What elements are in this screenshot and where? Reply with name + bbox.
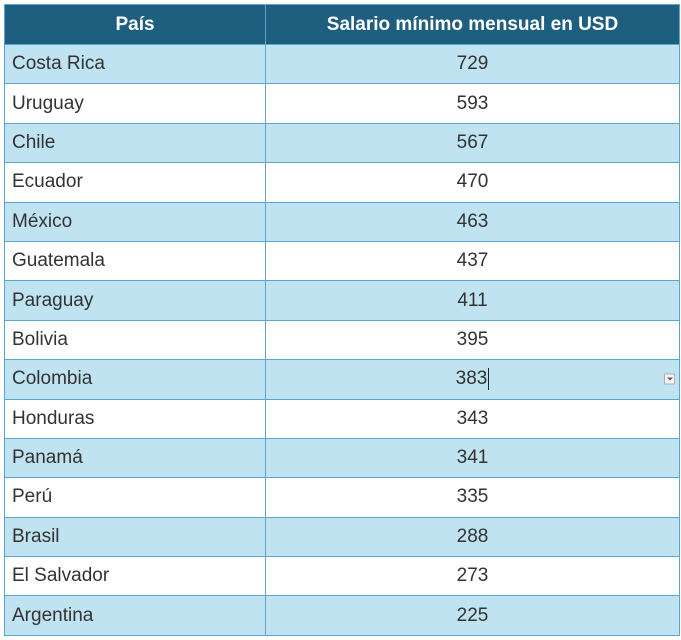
cell-salary-value: 335 <box>456 486 489 508</box>
cell-salary-value: 437 <box>456 250 489 272</box>
table-row: Honduras 343 <box>4 398 680 439</box>
table-row: Perú 335 <box>4 477 680 518</box>
cell-salary-value: 395 <box>456 328 489 350</box>
cell-salary-value: 341 <box>456 447 489 469</box>
cell-salary[interactable]: 395 <box>265 319 680 361</box>
cell-salary-value: 383 <box>455 368 488 390</box>
cell-country[interactable]: El Salvador <box>4 556 266 597</box>
table-row: Panamá 341 <box>4 437 680 479</box>
cell-country[interactable]: Argentina <box>4 595 266 636</box>
table-row: Colombia 383 <box>4 359 680 400</box>
column-header-salary[interactable]: Salario mínimo mensual en USD <box>265 4 680 45</box>
cell-country[interactable]: Guatemala <box>4 240 266 282</box>
cell-country[interactable]: Colombia <box>4 359 266 400</box>
cell-salary[interactable]: 335 <box>265 477 680 518</box>
cell-country[interactable]: Brasil <box>4 516 266 558</box>
cell-salary[interactable]: 567 <box>265 122 680 164</box>
cell-salary-value: 463 <box>456 210 489 232</box>
cell-salary-value: 225 <box>456 604 489 626</box>
cell-country[interactable]: Honduras <box>4 398 266 439</box>
cell-salary-value: 288 <box>456 525 489 547</box>
cell-salary[interactable]: 411 <box>265 280 680 321</box>
table-row: Uruguay 593 <box>4 83 680 124</box>
table-row: Costa Rica 729 <box>4 43 680 85</box>
cell-salary[interactable]: 383 <box>265 359 680 400</box>
cell-salary-value: 470 <box>456 171 489 193</box>
cell-salary[interactable]: 341 <box>265 437 680 479</box>
table-row: Brasil 288 <box>4 516 680 558</box>
text-cursor <box>488 368 490 391</box>
cell-salary[interactable]: 437 <box>265 240 680 282</box>
cell-salary-value: 729 <box>456 53 489 75</box>
cell-salary[interactable]: 463 <box>265 201 680 242</box>
cell-salary[interactable]: 343 <box>265 398 680 439</box>
salary-table-container: País Salario mínimo mensual en USD Costa… <box>4 4 680 636</box>
cell-salary-value: 593 <box>456 92 489 114</box>
table-row: Argentina 225 <box>4 595 680 636</box>
table-row: México 463 <box>4 201 680 242</box>
table-body: Costa Rica 729 Uruguay 593 Chile 567 Ecuador 47… <box>4 43 680 636</box>
table-row: Bolivia 395 <box>4 319 680 361</box>
cell-country[interactable]: Costa Rica <box>4 43 266 85</box>
column-header-country[interactable]: País <box>4 4 266 45</box>
cell-salary-value: 411 <box>457 289 488 311</box>
table-row: Paraguay 411 <box>4 280 680 321</box>
salary-table: País Salario mínimo mensual en USD Costa… <box>4 4 680 636</box>
cell-country[interactable]: Paraguay <box>4 280 266 321</box>
cell-salary[interactable]: 729 <box>265 43 680 85</box>
cell-salary-value: 273 <box>456 565 489 587</box>
cell-salary-value: 567 <box>456 131 489 153</box>
chevron-down-icon[interactable] <box>664 373 675 385</box>
cell-country[interactable]: Uruguay <box>4 83 266 124</box>
cell-country[interactable]: Chile <box>4 122 266 164</box>
cell-salary[interactable]: 273 <box>265 556 680 597</box>
table-row: Guatemala 437 <box>4 240 680 282</box>
table-row: Chile 567 <box>4 122 680 164</box>
cell-salary-value: 343 <box>456 407 489 429</box>
cell-country[interactable]: Perú <box>4 477 266 518</box>
cell-salary[interactable]: 470 <box>265 162 680 203</box>
table-header-row: País Salario mínimo mensual en USD <box>4 4 680 45</box>
cell-salary[interactable]: 225 <box>265 595 680 636</box>
cell-country[interactable]: Panamá <box>4 437 266 479</box>
cell-country[interactable]: Bolivia <box>4 319 266 361</box>
table-row: El Salvador 273 <box>4 556 680 597</box>
cell-salary[interactable]: 288 <box>265 516 680 558</box>
cell-country[interactable]: México <box>4 201 266 242</box>
table-row: Ecuador 470 <box>4 162 680 203</box>
cell-country[interactable]: Ecuador <box>4 162 266 203</box>
cell-salary[interactable]: 593 <box>265 83 680 124</box>
